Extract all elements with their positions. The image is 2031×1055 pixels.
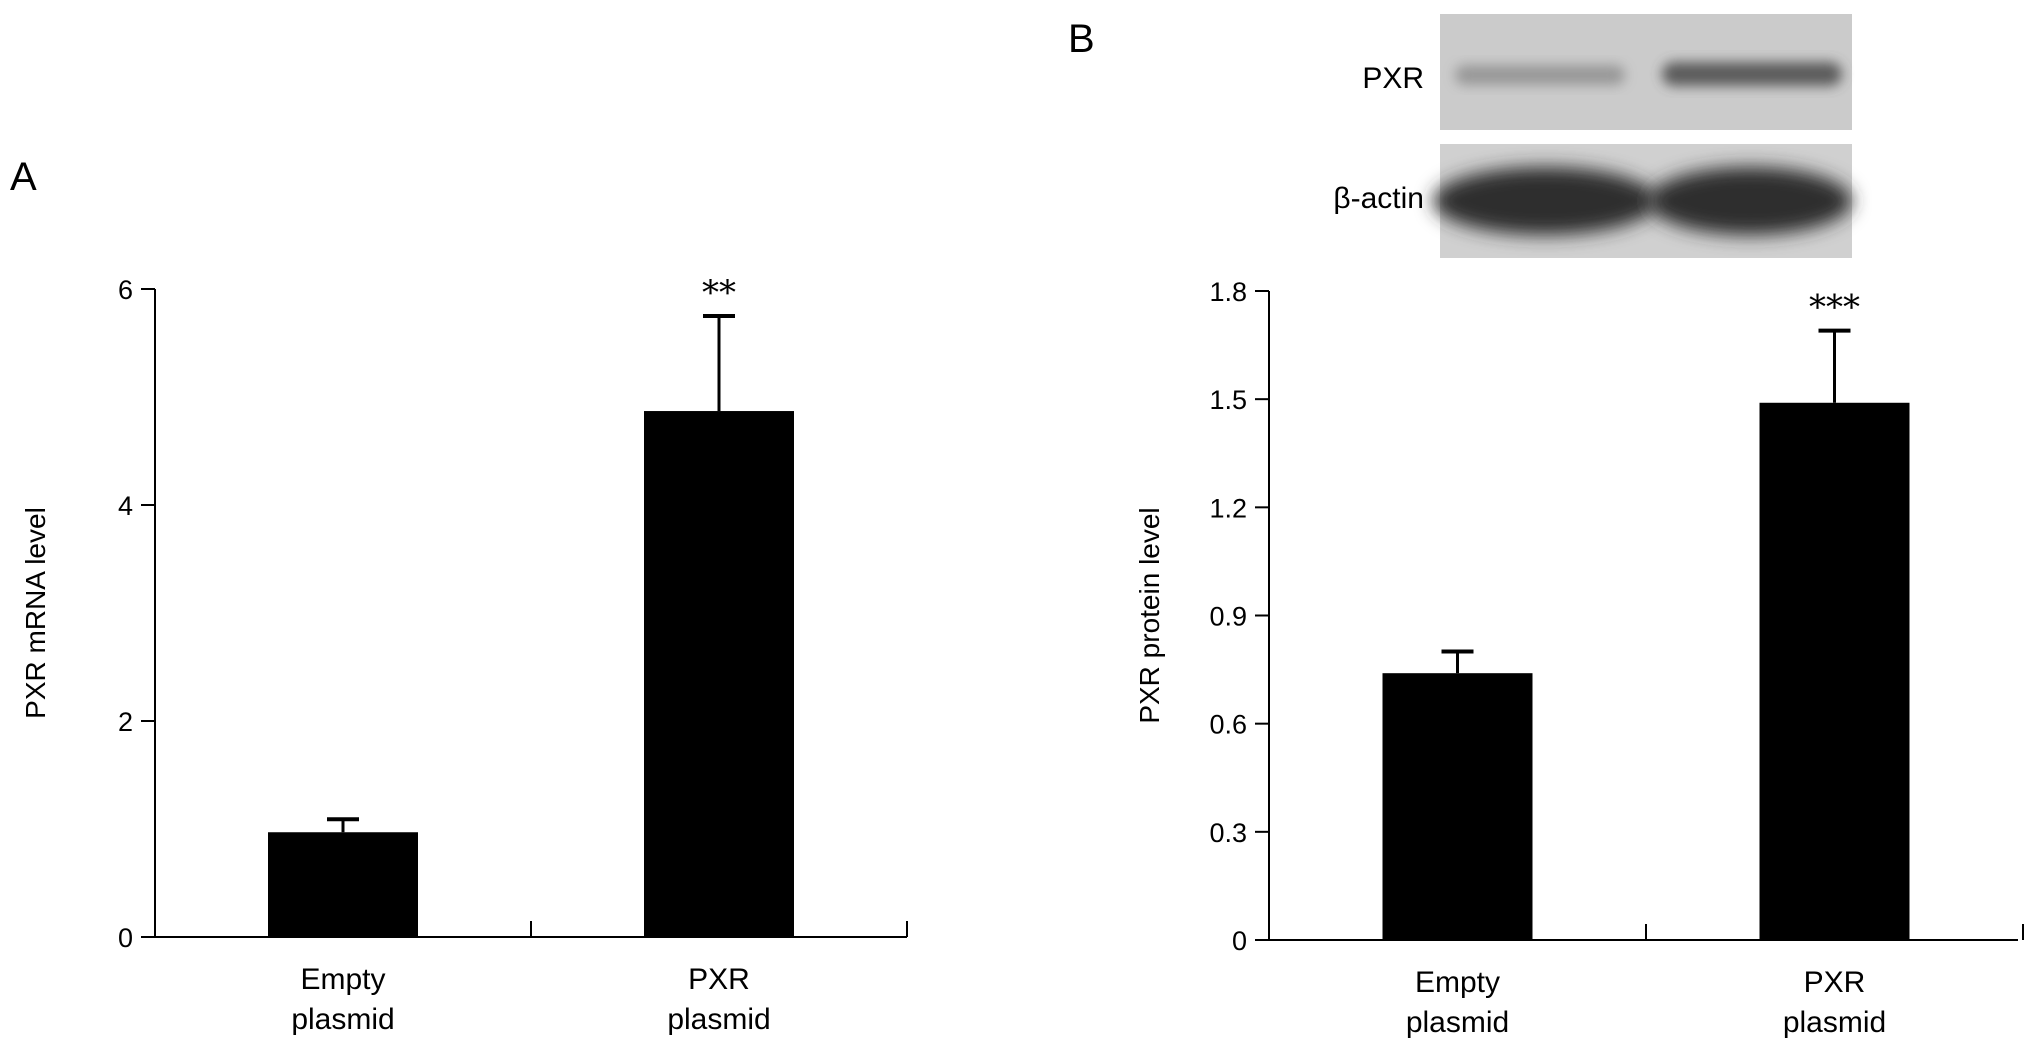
panel-b-y-axis-label: PXR protein level [1134,507,1165,723]
panel-b-category-label: plasmid [1783,1006,1886,1039]
blot-band-actin-empty [1433,167,1657,235]
panel-a-bar [644,411,794,937]
panel-b-letter: B [1068,17,1095,61]
panel-a-chart: 0 2 4 6 Empty plasmid ** PXR plasmid PXR mRNA lev… [20,273,908,1036]
blot-band-pxr-pxr [1662,62,1842,86]
panel-a-y-tick-label: 0 [118,923,133,953]
western-blot: PXR β-actin [1333,14,1852,258]
panel-b-bar [1382,673,1533,940]
blot-label-pxr: PXR [1362,62,1424,95]
blot-band-actin-pxr [1648,167,1852,235]
blot-label-beta-actin: β-actin [1333,182,1424,215]
panel-a-bar [268,832,418,937]
panel-b-category-label: plasmid [1406,1006,1509,1039]
panel-b-y-tick-label: 1.8 [1209,277,1247,307]
panel-b: B PXR β-actin 0 0.3 0.6 0.9 [1068,14,2024,1039]
panel-b-bar [1759,402,1910,940]
panel-a-letter: A [10,155,37,199]
panel-a-y-tick-label: 6 [118,275,133,305]
panel-a-category-label: plasmid [667,1003,770,1036]
panel-b-category-label: PXR [1804,966,1866,999]
panel-a-category-label: Empty [300,963,385,996]
panel-b-y-tick-label: 1.5 [1209,385,1247,415]
blot-strip-pxr: PXR [1362,14,1852,130]
panel-b-y-tick-label: 0.3 [1209,818,1247,848]
panel-b-significance-marker: *** [1809,288,1860,328]
panel-a: A 0 2 4 6 Empty plasmid ** PXR plasmid PXR mRNA l… [10,155,908,1036]
panel-b-category-label: Empty [1415,966,1500,999]
panel-b-y-tick-label: 1.2 [1209,493,1247,523]
panel-a-y-axis-label: PXR mRNA level [20,507,51,719]
blot-band-pxr-empty [1455,65,1625,85]
panel-b-y-tick-label: 0 [1232,926,1247,956]
panel-a-category-label: PXR [688,963,750,996]
panel-a-y-tick-label: 4 [118,491,133,521]
panel-b-y-tick-label: 0.9 [1209,602,1247,632]
panel-b-y-tick-label: 0.6 [1209,710,1247,740]
panel-a-category-label: plasmid [291,1003,394,1036]
blot-strip-beta-actin: β-actin [1333,144,1852,258]
panel-b-chart: 0 0.3 0.6 0.9 1.2 1.5 1.8 Empty plasmid *** PXR pla… [1134,277,2024,1039]
panel-a-significance-marker: ** [702,273,736,313]
panel-a-y-tick-label: 2 [118,707,133,737]
